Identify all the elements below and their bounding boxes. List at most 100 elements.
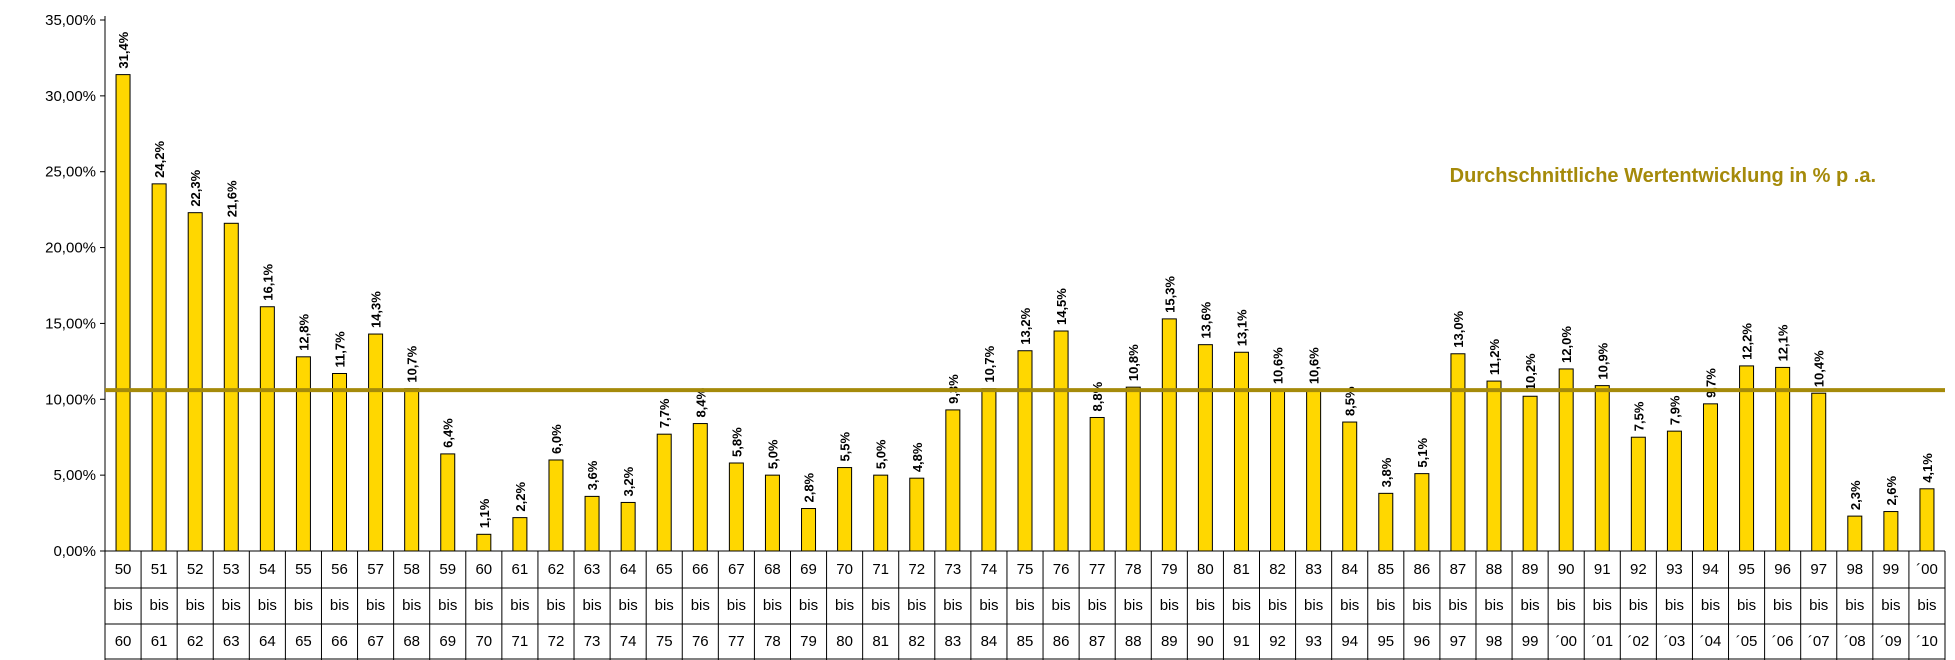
- category-label: 78: [764, 633, 781, 650]
- bar-value-label: 6,0%: [549, 424, 564, 454]
- bar-value-label: 10,6%: [1307, 347, 1322, 384]
- bar: [1017, 350, 1033, 552]
- bar-value-label: 8,8%: [1090, 381, 1105, 411]
- category-label: 62: [187, 633, 204, 650]
- category-label: 65: [295, 633, 312, 650]
- bar-value-label: 2,3%: [1848, 480, 1863, 510]
- bar: [1342, 421, 1358, 552]
- category-label: 97: [1450, 633, 1467, 650]
- bar-value-label: 2,2%: [513, 482, 528, 512]
- bar: [295, 356, 311, 552]
- y-tick-label: 10,00%: [45, 391, 96, 408]
- category-label: 68: [403, 633, 420, 650]
- category-label: 61: [512, 561, 529, 578]
- category-label: bis: [727, 597, 746, 614]
- category-label: bis: [474, 597, 493, 614]
- y-tick-label: 0,00%: [53, 543, 96, 560]
- category-label: 98: [1846, 561, 1863, 578]
- category-label: 84: [981, 633, 998, 650]
- bar: [1270, 389, 1286, 552]
- category-label: bis: [871, 597, 890, 614]
- category-label: 87: [1089, 633, 1106, 650]
- bar-value-label: 7,9%: [1667, 395, 1682, 425]
- category-label: 67: [728, 561, 745, 578]
- category-label: 56: [331, 561, 348, 578]
- category-label: ´06: [1772, 633, 1794, 650]
- category-label: 93: [1305, 633, 1322, 650]
- y-tick-label: 25,00%: [45, 164, 96, 181]
- bar-value-label: 3,6%: [585, 460, 600, 490]
- category-label: 83: [944, 633, 961, 650]
- category-label: bis: [1196, 597, 1215, 614]
- category-label: 96: [1774, 561, 1791, 578]
- category-label: 73: [584, 633, 601, 650]
- category-label: bis: [1160, 597, 1179, 614]
- bar-value-label: 4,8%: [910, 442, 925, 472]
- category-label: bis: [113, 597, 132, 614]
- category-label: bis: [1484, 597, 1503, 614]
- bar-value-label: 8,5%: [1343, 386, 1358, 416]
- bar-value-label: 12,1%: [1776, 324, 1791, 361]
- category-label: bis: [330, 597, 349, 614]
- category-label: ´00: [1916, 561, 1938, 578]
- bar: [909, 477, 925, 552]
- category-label: 85: [1377, 561, 1394, 578]
- bar: [1161, 318, 1177, 552]
- category-label: 88: [1486, 561, 1503, 578]
- category-label: 97: [1810, 561, 1827, 578]
- bar: [368, 333, 384, 552]
- category-label: 70: [475, 633, 492, 650]
- category-label: 71: [872, 561, 889, 578]
- category-label: 82: [908, 633, 925, 650]
- bar-value-label: 10,7%: [982, 345, 997, 382]
- category-label: 59: [439, 561, 456, 578]
- bar-value-label: 10,2%: [1523, 353, 1538, 390]
- category-label: 54: [259, 561, 276, 578]
- category-label: bis: [510, 597, 529, 614]
- bar-value-label: 5,0%: [765, 439, 780, 469]
- bar: [259, 306, 275, 552]
- category-label: 57: [367, 561, 384, 578]
- category-label: 69: [800, 561, 817, 578]
- bar: [692, 423, 708, 552]
- category-label: 89: [1522, 561, 1539, 578]
- bar-value-label: 14,5%: [1054, 288, 1069, 325]
- bar-value-label: 14,3%: [369, 291, 384, 328]
- bar: [440, 453, 456, 552]
- category-label: 69: [439, 633, 456, 650]
- category-label: bis: [835, 597, 854, 614]
- bar-value-label: 2,6%: [1884, 475, 1899, 505]
- category-label: bis: [1737, 597, 1756, 614]
- category-label: ´05: [1736, 633, 1758, 650]
- category-label: ´10: [1916, 633, 1938, 650]
- category-label: 77: [728, 633, 745, 650]
- category-label: 63: [223, 633, 240, 650]
- category-label: 80: [836, 633, 853, 650]
- category-label: 95: [1377, 633, 1394, 650]
- category-label: 61: [151, 633, 168, 650]
- category-label: bis: [943, 597, 962, 614]
- bar: [1630, 436, 1646, 552]
- category-label: bis: [1773, 597, 1792, 614]
- category-label: 87: [1450, 561, 1467, 578]
- category-label: bis: [763, 597, 782, 614]
- category-label: bis: [907, 597, 926, 614]
- bar: [945, 409, 961, 552]
- category-label: ´04: [1700, 633, 1722, 650]
- bar-value-label: 13,2%: [1018, 307, 1033, 344]
- category-label: bis: [402, 597, 421, 614]
- category-label: 68: [764, 561, 781, 578]
- category-label: bis: [366, 597, 385, 614]
- bar-value-label: 10,4%: [1812, 350, 1827, 387]
- category-label: 77: [1089, 561, 1106, 578]
- bar: [837, 467, 853, 552]
- y-tick-label: 5,00%: [53, 467, 96, 484]
- category-label: 96: [1414, 633, 1431, 650]
- bar-value-label: 22,3%: [188, 169, 203, 206]
- bar-value-label: 3,2%: [621, 466, 636, 496]
- category-label: 90: [1197, 633, 1214, 650]
- bar: [404, 388, 420, 552]
- category-label: 92: [1269, 633, 1286, 650]
- category-label: 70: [836, 561, 853, 578]
